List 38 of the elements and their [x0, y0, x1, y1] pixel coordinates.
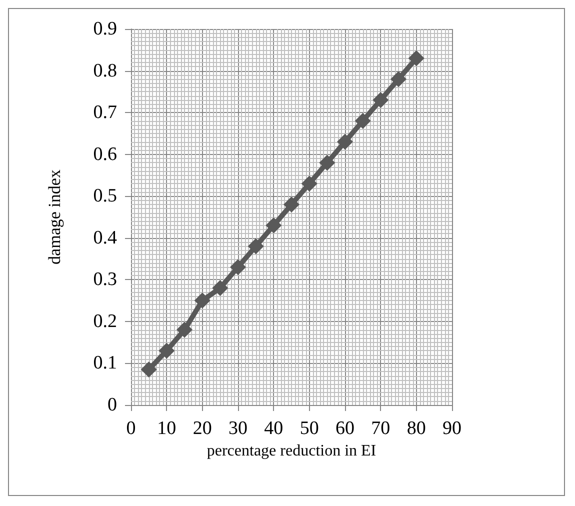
point: [337, 134, 353, 150]
point: [319, 154, 336, 171]
y-axis-title: damage index: [45, 169, 64, 264]
y-tick-label: 0.5: [93, 186, 117, 207]
y-tick-label: 0: [108, 394, 117, 416]
point: [140, 361, 157, 378]
y-tick-label: 0.1: [93, 352, 117, 374]
x-tick-label: 50: [300, 418, 319, 439]
x-tick-label: 0: [126, 418, 136, 439]
point: [212, 280, 228, 296]
x-axis-title: percentage reduction in EI: [206, 442, 376, 460]
y-tick-label: 0.6: [93, 144, 117, 165]
y-tick-label: 0.8: [93, 60, 117, 82]
y-tick-label: 0.7: [93, 102, 117, 124]
point: [408, 50, 424, 66]
point: [301, 176, 318, 192]
point: [176, 322, 192, 338]
x-tick-label: 40: [264, 418, 284, 439]
point: [248, 238, 264, 254]
x-tick-label: 20: [192, 418, 212, 439]
x-tick-label: 10: [157, 418, 176, 439]
point: [158, 342, 175, 359]
y-tick-label: 0.4: [93, 227, 118, 248]
x-tick-label: 80: [406, 418, 426, 439]
point: [230, 259, 246, 276]
x-tick-label: 90: [442, 418, 462, 439]
point: [266, 217, 282, 234]
y-tick-label: 0.2: [93, 310, 117, 332]
x-tick-label: 30: [228, 418, 248, 439]
point: [390, 71, 406, 88]
point: [284, 196, 300, 212]
point: [372, 92, 389, 108]
y-tick-label: 0.3: [93, 269, 117, 290]
point: [354, 112, 371, 129]
x-tick-label: 60: [336, 418, 354, 439]
point: [194, 292, 210, 309]
y-tick-label: 0.9: [93, 18, 117, 40]
x-tick-label: 70: [371, 418, 390, 439]
